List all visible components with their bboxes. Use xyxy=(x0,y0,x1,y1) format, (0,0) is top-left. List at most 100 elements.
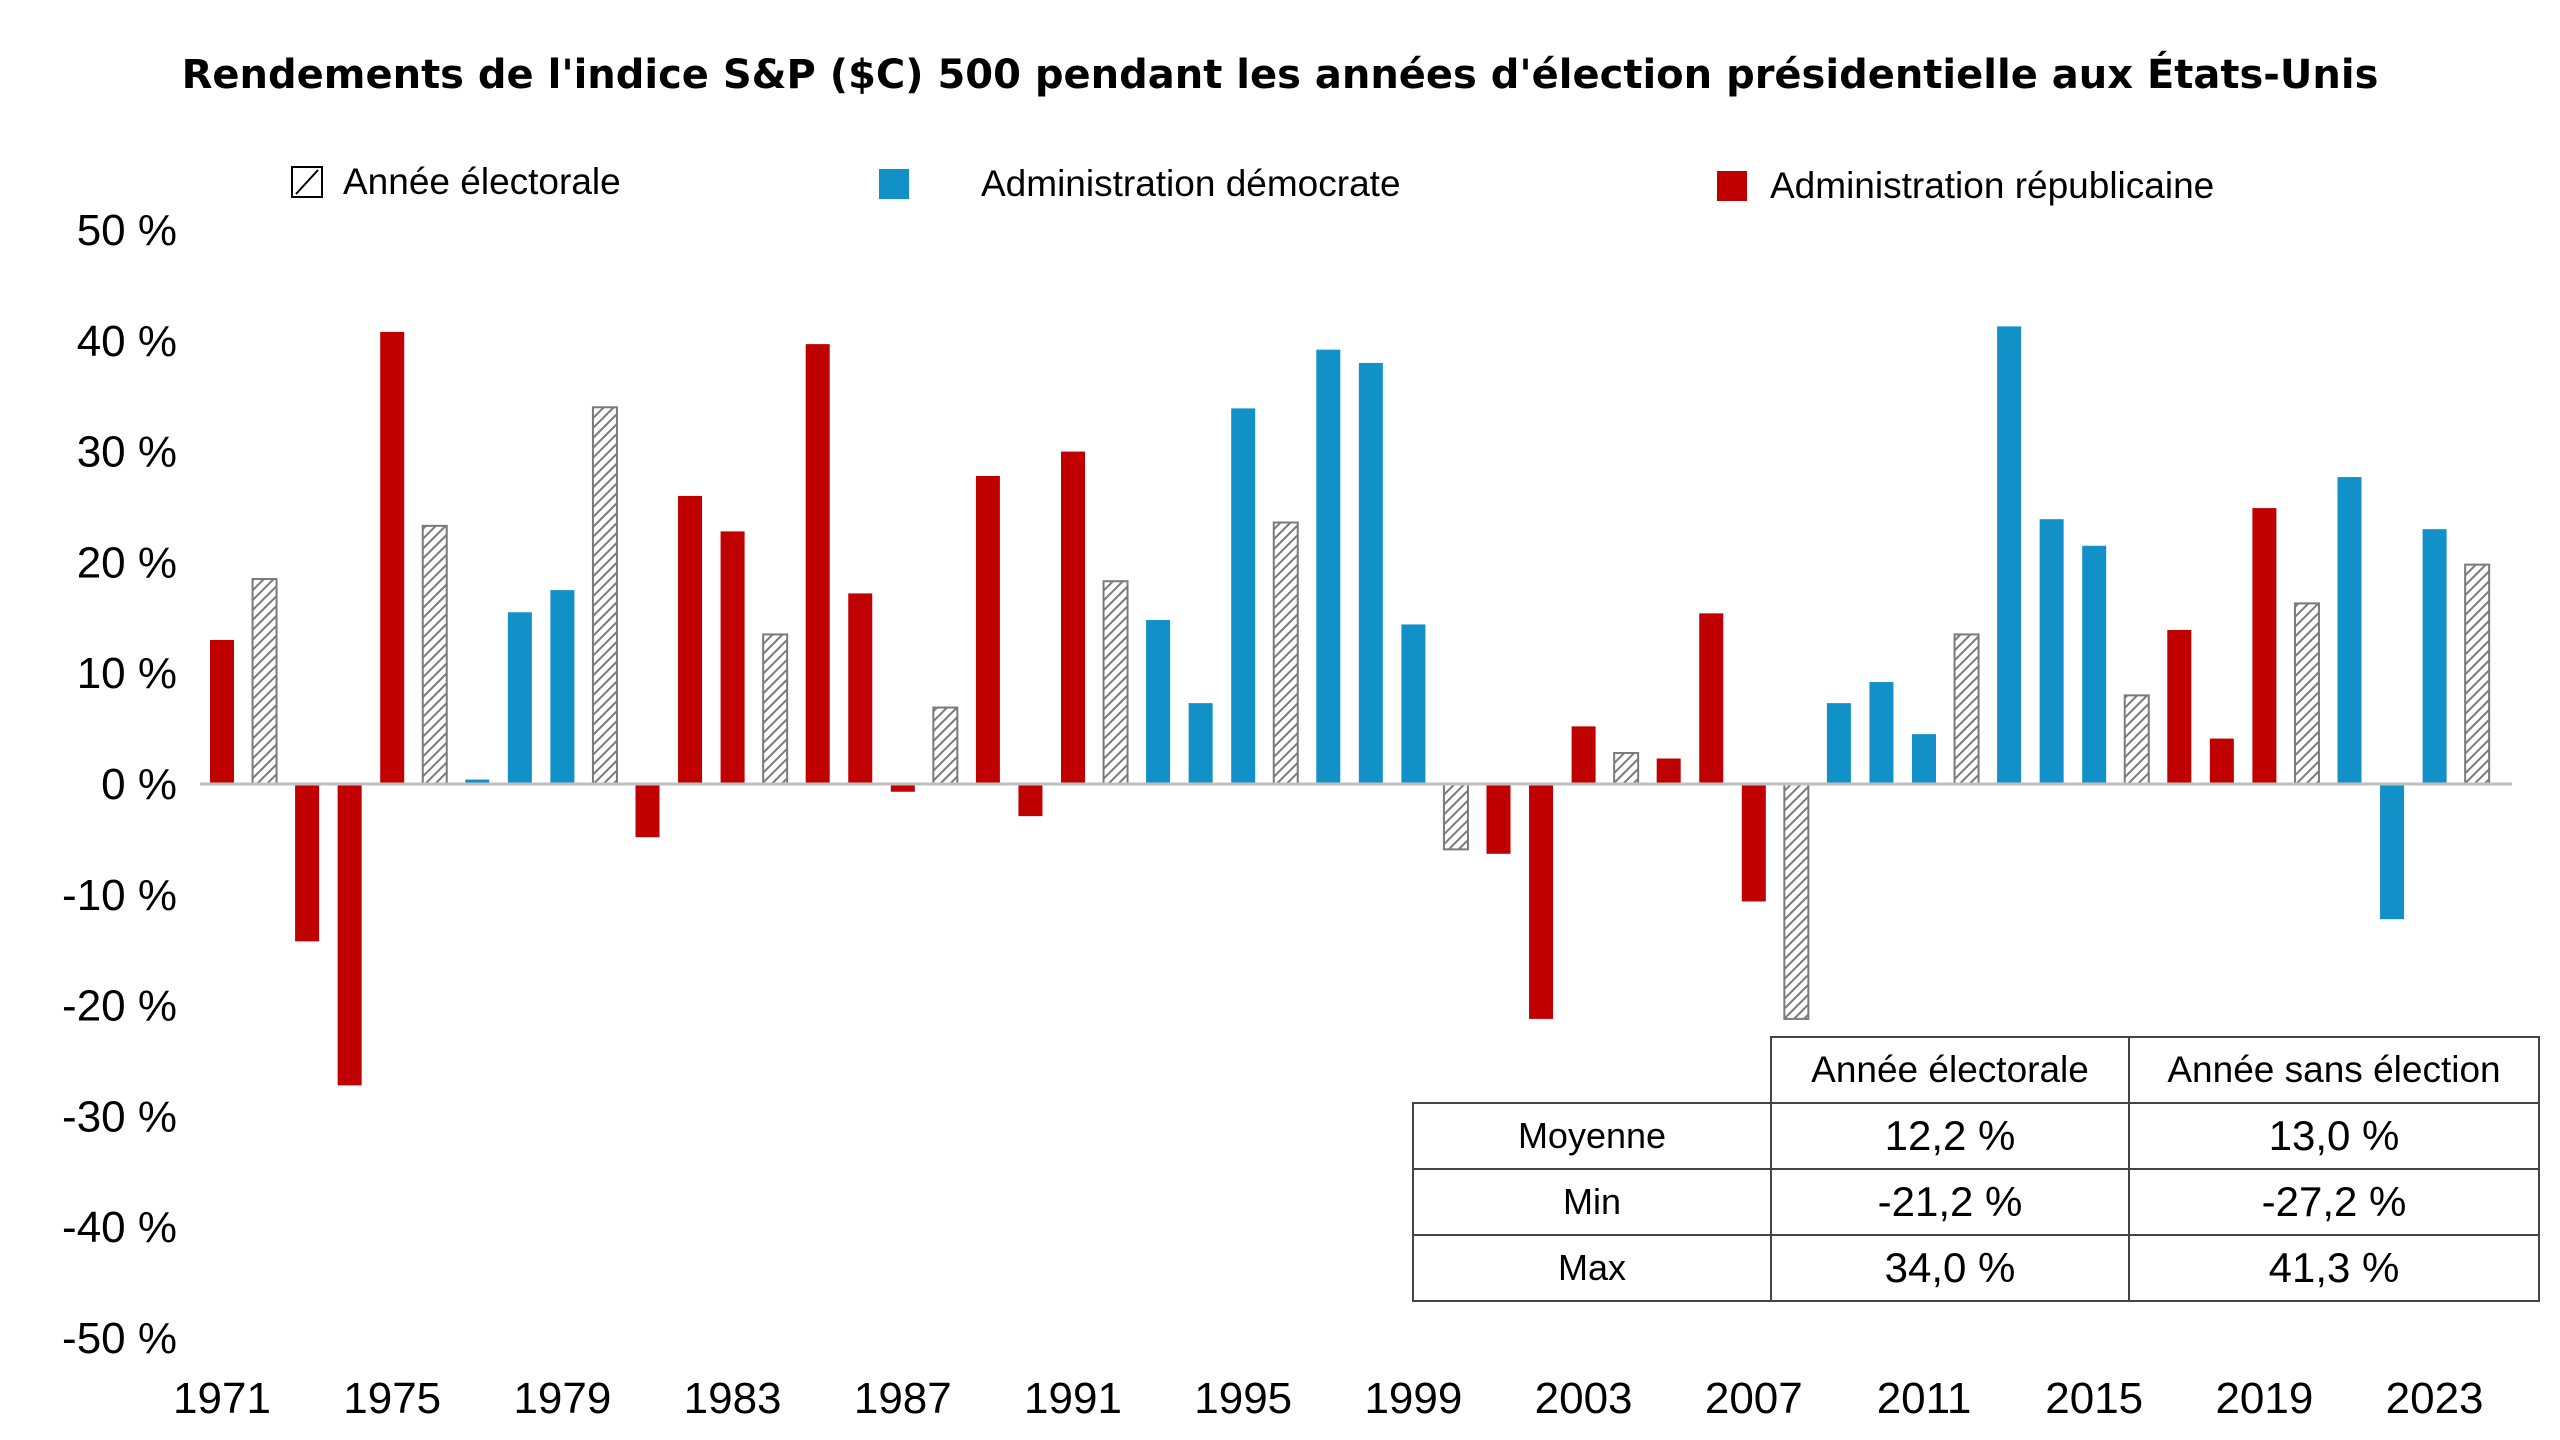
x-tick-label: 2003 xyxy=(1535,1374,1633,1423)
y-axis: 50 % 40 % 30 % 20 % 10 % 0 % -10 % -20 % -30 % -4… xyxy=(62,206,177,1363)
stats-header-row: Année électorale Année sans élection xyxy=(1413,1036,2540,1104)
y-tick-label: -30 % xyxy=(62,1092,177,1141)
y-tick-label: 50 % xyxy=(77,206,177,255)
bar-2022 xyxy=(2380,784,2405,920)
chart-title: Rendements de l'indice S&P ($C) 500 pend… xyxy=(181,52,2379,98)
bar-2008 xyxy=(1783,783,1810,1020)
stats-row-label: Min xyxy=(1412,1168,1772,1236)
bar-1988 xyxy=(932,706,959,785)
x-tick-label: 2015 xyxy=(2045,1374,2143,1423)
bar-1972 xyxy=(251,578,278,786)
bar-2004 xyxy=(1613,751,1640,786)
stats-value: 34,0 % xyxy=(1770,1234,2130,1302)
bar-1981 xyxy=(635,784,660,838)
stats-corner-cell xyxy=(1413,1037,1772,1104)
bar-1973 xyxy=(295,784,320,942)
bar-1984 xyxy=(762,633,789,785)
bar-series xyxy=(210,326,2491,1086)
legend: Année électorale Administration démocrate… xyxy=(291,161,2214,206)
bar-2021 xyxy=(2337,477,2362,784)
bar-1991 xyxy=(1061,451,1085,784)
y-tick-label: 30 % xyxy=(77,428,177,477)
stats-row-label: Max xyxy=(1412,1234,1772,1302)
legend-swatch-hatch xyxy=(295,169,319,195)
bar-1977 xyxy=(465,779,490,784)
x-tick-label: 1991 xyxy=(1024,1374,1122,1423)
y-tick-label: -10 % xyxy=(62,871,177,920)
bar-1996 xyxy=(1272,521,1299,786)
stats-value: 12,2 % xyxy=(1770,1102,2130,1170)
bar-1978 xyxy=(507,612,532,784)
bar-2005 xyxy=(1656,758,1681,784)
bar-2013 xyxy=(1997,326,2022,784)
legend-label: Administration démocrate xyxy=(981,163,1401,204)
stats-value: -21,2 % xyxy=(1770,1168,2130,1236)
y-tick-label: 40 % xyxy=(77,317,177,366)
bar-1989 xyxy=(975,475,1000,784)
x-tick-label: 2007 xyxy=(1705,1374,1803,1423)
stats-header-non-election: Année sans élection xyxy=(2128,1036,2540,1104)
bar-2002 xyxy=(1529,784,1554,1019)
x-tick-label: 2011 xyxy=(1877,1374,1972,1423)
bar-2007 xyxy=(1741,784,1766,902)
bar-1993 xyxy=(1146,620,1171,784)
bar-2000 xyxy=(1442,783,1469,851)
stats-value: 13,0 % xyxy=(2128,1102,2540,1170)
stats-row-mean: Moyenne 12,2 % 13,0 % xyxy=(1412,1102,2540,1170)
bar-1998 xyxy=(1358,362,1383,784)
bar-2023 xyxy=(2422,529,2447,784)
x-tick-label: 1979 xyxy=(513,1374,611,1423)
x-tick-label: 1999 xyxy=(1364,1374,1462,1423)
y-tick-label: 0 % xyxy=(101,760,177,809)
bar-1982 xyxy=(678,495,703,784)
x-tick-label: 1987 xyxy=(854,1374,952,1423)
x-axis: 1971 1975 1979 1983 1987 1991 1995 1999 2003 2007… xyxy=(173,1374,2483,1423)
bar-1980 xyxy=(591,406,618,785)
bar-1971 xyxy=(210,639,234,784)
bar-2018 xyxy=(2209,738,2234,784)
bar-1974 xyxy=(337,784,362,1086)
bar-1975 xyxy=(380,331,405,784)
bar-2019 xyxy=(2252,508,2277,784)
bar-1986 xyxy=(848,593,873,784)
y-tick-label: -20 % xyxy=(62,982,177,1031)
stats-table: Année électorale Année sans élection Moy… xyxy=(1412,1036,2540,1302)
legend-label: Année électorale xyxy=(343,161,621,202)
x-tick-label: 1975 xyxy=(343,1374,441,1423)
stats-value: -27,2 % xyxy=(2128,1168,2540,1236)
bar-1992 xyxy=(1102,580,1129,786)
bar-1979 xyxy=(550,590,575,784)
bar-2015 xyxy=(2082,545,2107,784)
bar-2001 xyxy=(1486,784,1511,854)
bar-1999 xyxy=(1401,624,1426,784)
bar-2017 xyxy=(2167,629,2192,784)
bar-2011 xyxy=(1912,734,1936,784)
bar-2014 xyxy=(2039,519,2064,784)
legend-swatch-democrat xyxy=(879,169,909,199)
bar-1976 xyxy=(421,524,448,785)
x-tick-label: 1971 xyxy=(173,1374,271,1423)
y-tick-label: 10 % xyxy=(77,649,177,698)
x-tick-label: 2019 xyxy=(2215,1374,2313,1423)
bar-2020 xyxy=(2293,602,2320,785)
bar-2003 xyxy=(1571,726,1596,784)
bar-2024 xyxy=(2464,563,2491,786)
legend-label: Administration républicaine xyxy=(1770,165,2214,206)
bar-1985 xyxy=(805,344,830,784)
bar-2010 xyxy=(1869,682,1894,784)
stats-row-max: Max 34,0 % 41,3 % xyxy=(1412,1234,2540,1302)
y-tick-label: -50 % xyxy=(62,1314,177,1363)
y-tick-label: 20 % xyxy=(77,538,177,587)
x-tick-label: 1995 xyxy=(1194,1374,1292,1423)
y-tick-label: -40 % xyxy=(62,1203,177,1252)
bar-2006 xyxy=(1699,613,1724,784)
stats-row-label: Moyenne xyxy=(1412,1102,1772,1170)
legend-swatch-republican xyxy=(1717,171,1747,201)
bar-2009 xyxy=(1826,703,1851,784)
bar-1995 xyxy=(1231,408,1256,784)
bar-1994 xyxy=(1188,703,1213,784)
bar-1987 xyxy=(890,784,915,792)
x-tick-label: 2023 xyxy=(2386,1374,2484,1423)
stats-value: 41,3 % xyxy=(2128,1234,2540,1302)
